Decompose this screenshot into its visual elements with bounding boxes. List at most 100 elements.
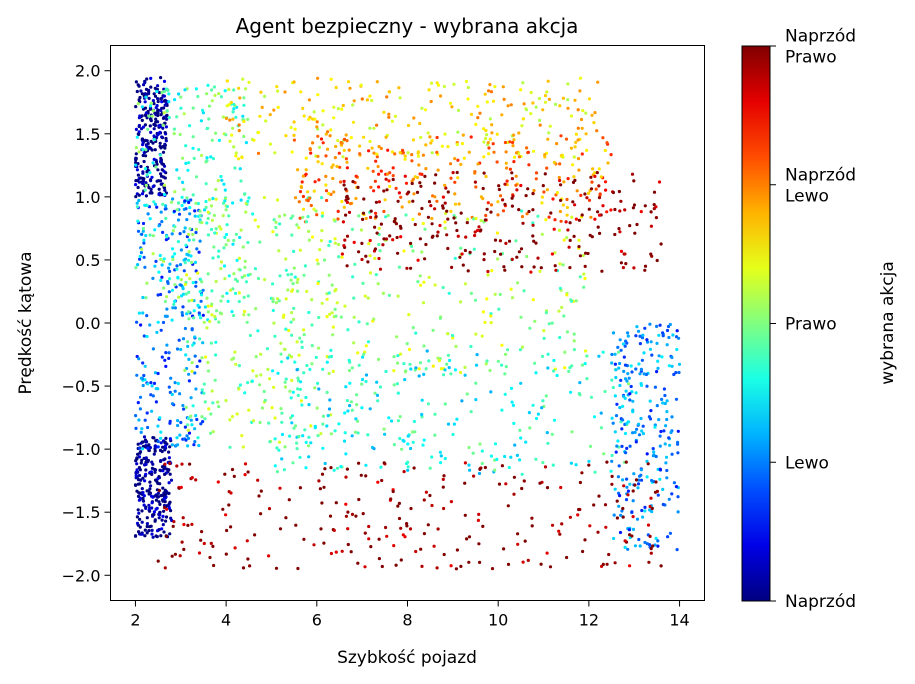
scatter-point <box>543 94 548 98</box>
scatter-point <box>159 459 163 463</box>
scatter-point <box>527 209 531 214</box>
scatter-point <box>168 262 172 266</box>
scatter-point <box>159 430 163 434</box>
scatter-point <box>601 136 605 140</box>
scatter-point <box>377 557 381 561</box>
scatter-point <box>411 199 415 203</box>
scatter-point <box>290 233 294 237</box>
scatter-point <box>344 385 348 389</box>
scatter-point <box>384 525 388 530</box>
scatter-point <box>233 166 237 170</box>
scatter-point <box>597 494 601 498</box>
scatter-point <box>526 150 531 154</box>
scatter-point <box>150 528 154 533</box>
scatter-point <box>519 183 523 188</box>
scatter-point <box>439 94 443 98</box>
scatter-point <box>675 329 679 333</box>
scatter-point <box>199 316 203 320</box>
scatter-point <box>190 423 194 427</box>
scatter-point <box>559 134 563 138</box>
scatter-point <box>307 229 311 233</box>
scatter-point <box>224 513 228 517</box>
scatter-point <box>134 127 138 131</box>
scatter-point <box>478 442 482 446</box>
scatter-point <box>583 538 587 542</box>
scatter-point <box>558 532 562 536</box>
scatter-point <box>148 480 152 484</box>
scatter-point <box>609 208 613 212</box>
scatter-point <box>514 183 518 187</box>
scatter-point <box>430 455 434 459</box>
scatter-point <box>406 434 410 438</box>
scatter-point <box>165 467 169 471</box>
scatter-point <box>187 416 191 420</box>
scatter-point <box>343 238 347 242</box>
scatter-point <box>163 98 167 102</box>
scatter-point <box>596 80 600 84</box>
scatter-point <box>459 246 463 250</box>
scatter-point <box>177 212 182 216</box>
scatter-point <box>221 507 225 511</box>
scatter-point <box>151 513 155 517</box>
scatter-point <box>275 446 279 450</box>
scatter-point <box>297 226 301 230</box>
scatter-point <box>317 387 321 391</box>
scatter-point <box>631 206 636 210</box>
scatter-point <box>529 112 533 116</box>
scatter-point <box>262 389 266 394</box>
scatter-point <box>148 117 153 121</box>
scatter-point <box>670 492 674 496</box>
scatter-point <box>613 207 617 212</box>
scatter-point <box>164 534 168 539</box>
scatter-point <box>306 215 310 219</box>
scatter-point <box>161 523 165 527</box>
scatter-point <box>657 354 661 358</box>
scatter-point <box>141 221 146 226</box>
scatter-point <box>643 268 647 272</box>
scatter-point <box>427 200 432 204</box>
scatter-point <box>443 183 447 187</box>
scatter-point <box>292 317 296 321</box>
scatter-point <box>374 211 378 215</box>
scatter-point <box>455 142 459 147</box>
scatter-point <box>616 475 621 479</box>
scatter-point <box>541 108 545 112</box>
scatter-point <box>520 486 524 491</box>
scatter-point <box>137 446 141 450</box>
scatter-point <box>534 371 538 375</box>
scatter-point <box>467 560 471 564</box>
scatter-point <box>316 134 320 138</box>
scatter-point <box>362 352 366 356</box>
scatter-point <box>652 207 656 211</box>
scatter-point <box>134 414 138 418</box>
scatter-point <box>299 380 303 384</box>
scatter-point <box>373 391 377 395</box>
scatter-point <box>631 499 635 503</box>
scatter-point <box>313 386 317 390</box>
scatter-point <box>557 529 561 533</box>
scatter-point <box>304 168 308 172</box>
scatter-point <box>320 472 325 476</box>
scatter-point <box>193 335 197 339</box>
scatter-point <box>617 366 621 370</box>
scatter-point <box>610 352 614 357</box>
scatter-point <box>422 498 426 502</box>
scatter-point <box>344 187 348 191</box>
scatter-point <box>641 333 645 337</box>
scatter-point <box>224 116 228 120</box>
scatter-point <box>201 108 205 112</box>
scatter-point <box>546 366 550 370</box>
scatter-point <box>223 472 227 476</box>
scatter-point <box>329 551 333 556</box>
scatter-point <box>299 185 304 189</box>
scatter-point <box>212 245 216 249</box>
scatter-point <box>531 208 535 212</box>
scatter-point <box>143 188 147 192</box>
scatter-point <box>159 172 163 176</box>
scatter-point <box>609 153 613 157</box>
scatter-point <box>587 97 592 101</box>
scatter-point <box>637 422 641 426</box>
scatter-point <box>163 566 167 570</box>
scatter-point <box>161 445 165 449</box>
scatter-point <box>510 177 514 181</box>
